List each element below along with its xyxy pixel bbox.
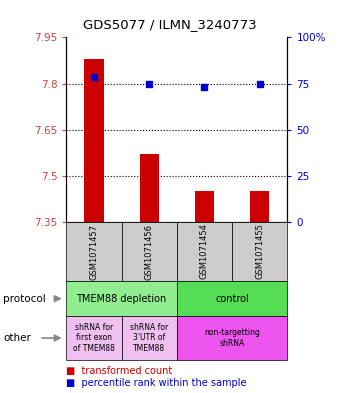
Text: shRNA for
first exon
of TMEM88: shRNA for first exon of TMEM88 — [73, 323, 115, 353]
Text: shRNA for
3'UTR of
TMEM88: shRNA for 3'UTR of TMEM88 — [130, 323, 168, 353]
Bar — [139, 154, 159, 222]
Text: ■  transformed count: ■ transformed count — [66, 366, 173, 376]
Text: TMEM88 depletion: TMEM88 depletion — [76, 294, 167, 304]
Text: other: other — [3, 333, 31, 343]
Text: GSM1071454: GSM1071454 — [200, 224, 209, 279]
Bar — [195, 191, 214, 222]
Text: GSM1071457: GSM1071457 — [89, 224, 98, 279]
Bar — [84, 59, 104, 222]
Text: GDS5077 / ILMN_3240773: GDS5077 / ILMN_3240773 — [83, 18, 257, 31]
Text: non-targetting
shRNA: non-targetting shRNA — [204, 328, 260, 348]
Text: GSM1071455: GSM1071455 — [255, 224, 264, 279]
Text: protocol: protocol — [3, 294, 46, 304]
Text: GSM1071456: GSM1071456 — [145, 224, 154, 279]
Text: ■  percentile rank within the sample: ■ percentile rank within the sample — [66, 378, 247, 388]
Bar — [250, 191, 269, 222]
Text: control: control — [215, 294, 249, 304]
